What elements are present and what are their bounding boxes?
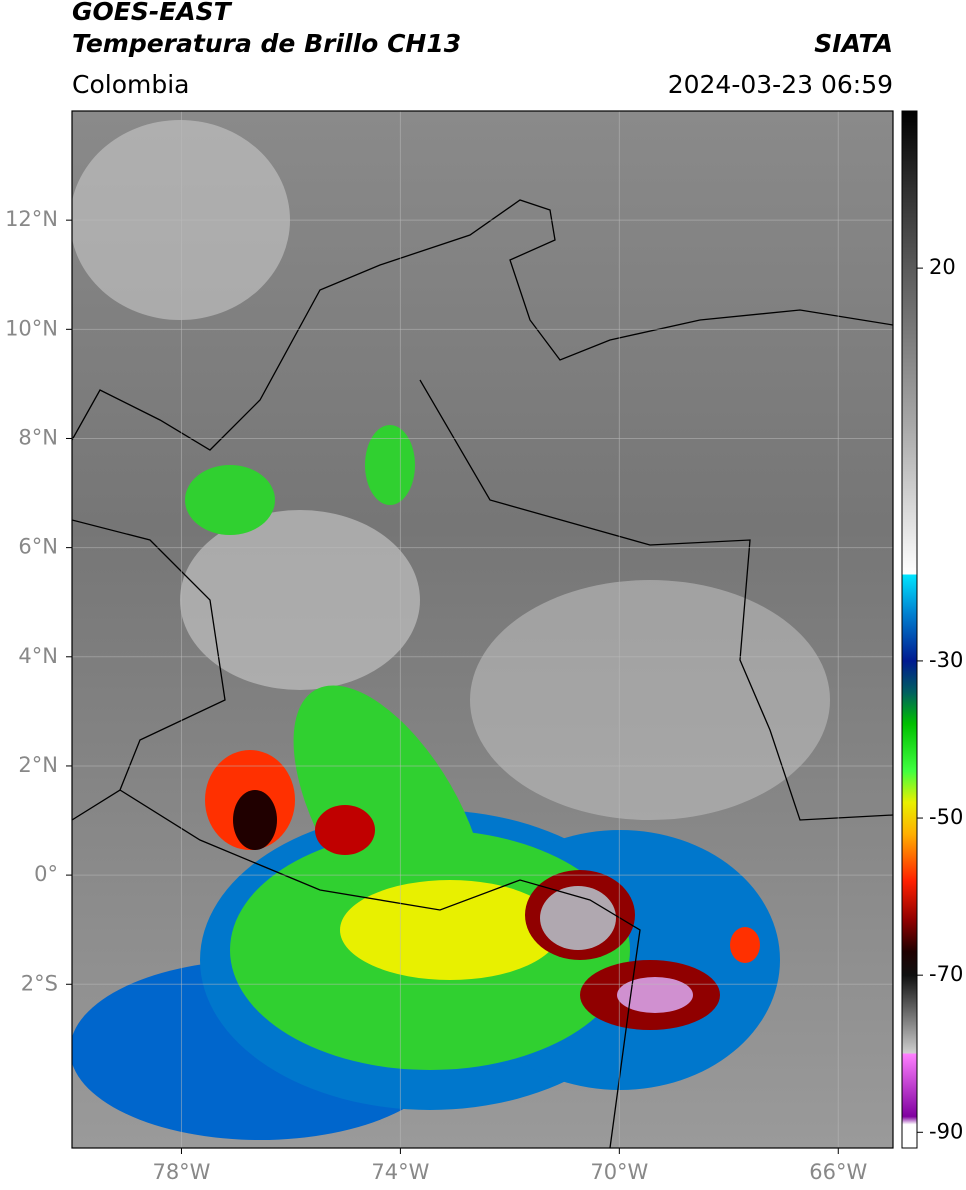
region: Colombia — [72, 70, 189, 99]
satellite-image — [72, 111, 893, 1148]
borders — [72, 199, 893, 451]
x-tick-label: 66°W — [809, 1160, 867, 1184]
borders — [119, 789, 641, 1148]
colorbar-tick-label: -90 — [929, 1119, 963, 1143]
cloud — [315, 805, 375, 855]
y-tick-label: 10°N — [5, 316, 58, 340]
cloud — [233, 790, 277, 850]
x-tick-label: 70°W — [590, 1160, 648, 1184]
y-tick-label: 4°N — [18, 644, 58, 668]
cloud — [617, 977, 693, 1013]
cloud — [365, 425, 415, 505]
subtitle: Temperatura de Brillo CH13 — [72, 29, 461, 58]
x-tick-label: 78°W — [152, 1160, 210, 1184]
cloud — [340, 880, 560, 980]
colorbar-tick-label: 20 — [929, 255, 956, 279]
x-tick-label: 74°W — [371, 1160, 429, 1184]
y-tick-label: 2°N — [18, 753, 58, 777]
colorbar-tick-label: -50 — [929, 805, 963, 829]
cloud — [470, 580, 830, 820]
y-tick-label: 6°N — [18, 535, 58, 559]
colorbar-tick-label: -30 — [929, 648, 963, 672]
cloud — [540, 886, 616, 950]
cloud — [185, 465, 275, 535]
y-tick-label: 0° — [34, 862, 58, 886]
cloud — [180, 510, 420, 690]
y-tick-label: 8°N — [18, 425, 58, 449]
cloud — [730, 927, 760, 963]
datetime: 2024-03-23 06:59 — [668, 70, 893, 99]
y-tick-label: 12°N — [5, 207, 58, 231]
colorbar-tick-label: -70 — [929, 962, 963, 986]
colorbar — [901, 110, 918, 1149]
source: SIATA — [814, 29, 893, 58]
title: GOES-EAST — [72, 0, 233, 26]
map-frame — [71, 110, 894, 1149]
borders — [419, 379, 893, 821]
y-tick-label: 2°S — [21, 971, 58, 995]
